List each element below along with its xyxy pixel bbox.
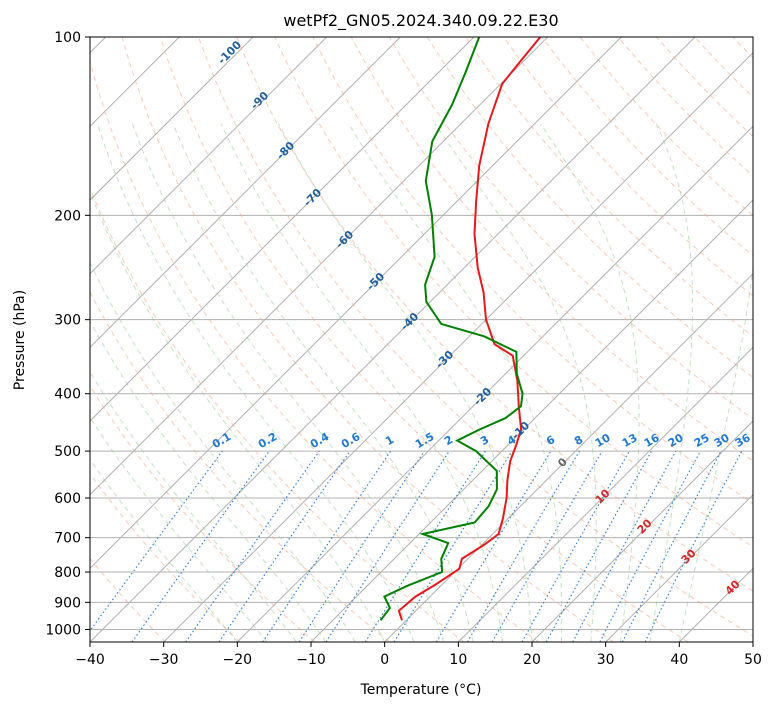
moist-adiabat-line [96, 123, 415, 642]
moist-adiabat-line [220, 123, 503, 642]
dry-adiabat-line [90, 472, 241, 642]
x-tick-label: 30 [597, 652, 615, 668]
dry-adiabat-line [90, 291, 390, 642]
y-tick-label: 200 [54, 208, 81, 224]
plot-frame [89, 36, 754, 643]
moist-adiabat-line [90, 190, 386, 642]
mixing-ratio-line [325, 450, 450, 642]
isotherm-line [90, 37, 475, 422]
x-tick-label: 40 [670, 652, 688, 668]
mixing-ratio-line [644, 450, 743, 642]
moist-adiabat-line [90, 320, 327, 642]
isotherm-line [90, 37, 549, 496]
isotherm-line [310, 199, 753, 642]
dry-adiabat-line [121, 37, 614, 642]
isotherm-line [90, 37, 696, 642]
isotherm-line [163, 51, 753, 642]
y-axis-label: Pressure (hPa) [12, 290, 28, 390]
isotherm-line [531, 420, 753, 642]
x-tick-label: −10 [296, 652, 326, 668]
isotherm-line [384, 272, 753, 642]
mixing-ratio-line [90, 450, 223, 632]
y-tick-label: 300 [54, 313, 81, 329]
dry-adiabat-line [236, 37, 753, 592]
profile-lines [379, 37, 542, 621]
y-tick-label: 600 [54, 491, 81, 507]
temperature-profile [397, 37, 542, 621]
mixing-ratio-line [393, 450, 513, 642]
moist-adiabat-line [90, 416, 268, 642]
chart-title: wetPf2_GN05.2024.340.09.22.E30 [283, 11, 558, 31]
dry-adiabat-line [90, 557, 166, 642]
x-tick-label: 20 [523, 652, 541, 668]
x-axis-label: Temperature (°C) [360, 682, 482, 698]
y-tick-label: 100 [54, 30, 81, 46]
dry-adiabat-line [312, 37, 753, 505]
isotherm-line [90, 37, 401, 349]
y-tick-label: 800 [54, 565, 81, 581]
mixing-ratio-line [298, 450, 425, 642]
isotherm-line [457, 346, 753, 642]
mixing-ratio-line [521, 450, 631, 642]
isotherm-line [605, 493, 753, 642]
moist-adiabat-line [678, 264, 753, 642]
dry-adiabat-line [350, 37, 753, 462]
mixing-ratio-line [218, 450, 351, 642]
x-tick-label: −30 [149, 652, 179, 668]
mixing-ratio-line [131, 450, 270, 642]
x-tick-label: 50 [744, 652, 762, 668]
axis-ticks: −40 −30 −20 −10 0 10 20 30 40 50 100 200 300 400 500 60… [45, 30, 762, 668]
mixing-ratio-line [262, 450, 392, 642]
dry-adiabat-line [90, 59, 540, 642]
y-tick-label: 400 [54, 387, 81, 403]
dry-adiabat-line [388, 37, 753, 420]
isotherm-line [236, 125, 753, 642]
moist-adiabat-line [90, 458, 238, 642]
dry-adiabat-line [159, 37, 689, 642]
dry-adiabat-line [503, 37, 753, 297]
moist-adiabat-line [278, 123, 533, 642]
x-tick-label: −40 [75, 652, 105, 668]
moist-adiabat-line [131, 123, 445, 642]
mixing-ratio-line [185, 450, 320, 642]
x-tick-label: 10 [449, 652, 467, 668]
moist-adiabat-line [539, 123, 640, 642]
y-tick-label: 900 [54, 595, 81, 611]
mixing-ratio-line [545, 450, 653, 642]
dewpoint-profile [379, 37, 524, 621]
moist-adiabat-line [649, 123, 694, 642]
x-tick-label: 0 [380, 652, 389, 668]
y-tick-label: 700 [54, 531, 81, 547]
mixing-ratio-line [572, 450, 677, 642]
isotherm-line [90, 37, 328, 275]
dry-adiabat-line [198, 37, 753, 637]
isotherm-line [90, 37, 254, 201]
y-tick-label: 500 [54, 444, 81, 460]
y-tick-label: 1000 [45, 622, 81, 638]
dry-adiabat-line [465, 37, 753, 338]
x-tick-label: −20 [223, 652, 253, 668]
dry-adiabat-line [90, 384, 316, 642]
isotherm-line [90, 37, 622, 570]
moist-adiabat-line [90, 261, 356, 642]
dry-adiabat-line [274, 37, 753, 548]
